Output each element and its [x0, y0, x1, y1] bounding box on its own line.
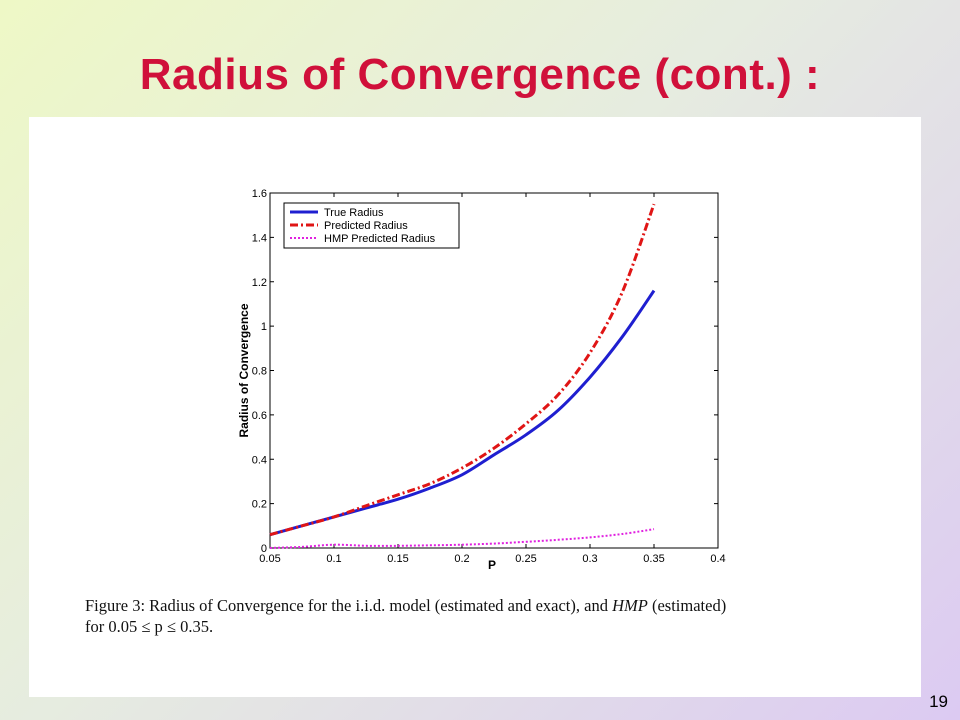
line-chart: 0.05 0.1 0.15 0.2 0.25 0.3 0.35 0.4 0 0.2 0.4 0.6 0.…	[237, 188, 726, 572]
slide-title: Radius of Convergence (cont.) :	[139, 50, 821, 99]
x-tick-label: 0.25	[515, 553, 536, 565]
x-tick-label: 0.05	[259, 553, 280, 565]
x-tick-label: 0.3	[582, 553, 597, 565]
series-lines	[269, 203, 656, 549]
y-tick-label: 1	[261, 321, 267, 333]
page-number: 19	[929, 692, 948, 711]
caption-text-hmp: HMP	[612, 596, 648, 615]
legend-label-predicted-radius: Predicted Radius	[324, 220, 408, 232]
series-line-predicted-radius	[269, 203, 656, 537]
figure-panel: 0.05 0.1 0.15 0.2 0.25 0.3 0.35 0.4 0 0.2 0.4 0.6 0.…	[29, 117, 921, 697]
x-tick-label: 0.4	[710, 553, 725, 565]
y-tick-label: 0.6	[252, 410, 267, 422]
y-tick-label: 0.4	[252, 454, 267, 466]
x-axis-label: P	[488, 558, 496, 572]
y-tick-label: 1.2	[252, 277, 267, 289]
y-tick-label: 0.2	[252, 499, 267, 511]
x-tick-label: 0.1	[326, 553, 341, 565]
y-tick-label: 0.8	[252, 366, 267, 378]
y-tick-label: 0	[261, 543, 267, 555]
series-line-hmp-predicted-radius	[269, 528, 655, 549]
caption-text-1b: (estimated)	[647, 596, 727, 615]
y-tick-label: 1.4	[252, 232, 267, 244]
caption-line-1: Figure 3: Radius of Convergence for the …	[85, 595, 905, 616]
legend-label-hmp-predicted-radius: HMP Predicted Radius	[324, 233, 436, 245]
x-tick-label: 0.15	[387, 553, 408, 565]
caption-text-1a: Figure 3: Radius of Convergence for the …	[85, 596, 613, 615]
caption-line-2: for 0.05 ≤ p ≤ 0.35.	[85, 617, 214, 636]
legend-label-true-radius: True Radius	[324, 207, 384, 219]
x-tick-label: 0.2	[454, 553, 469, 565]
figure-caption: Figure 3: Radius of Convergence for the …	[85, 595, 905, 637]
series-line-true-radius	[269, 289, 656, 537]
axes: 0.05 0.1 0.15 0.2 0.25 0.3 0.35 0.4 0 0.2 0.4 0.6 0.…	[237, 188, 726, 572]
x-tick-label: 0.35	[643, 553, 664, 565]
y-tick-label: 1.6	[252, 188, 267, 200]
y-axis-label: Radius of Convergence	[237, 303, 251, 437]
